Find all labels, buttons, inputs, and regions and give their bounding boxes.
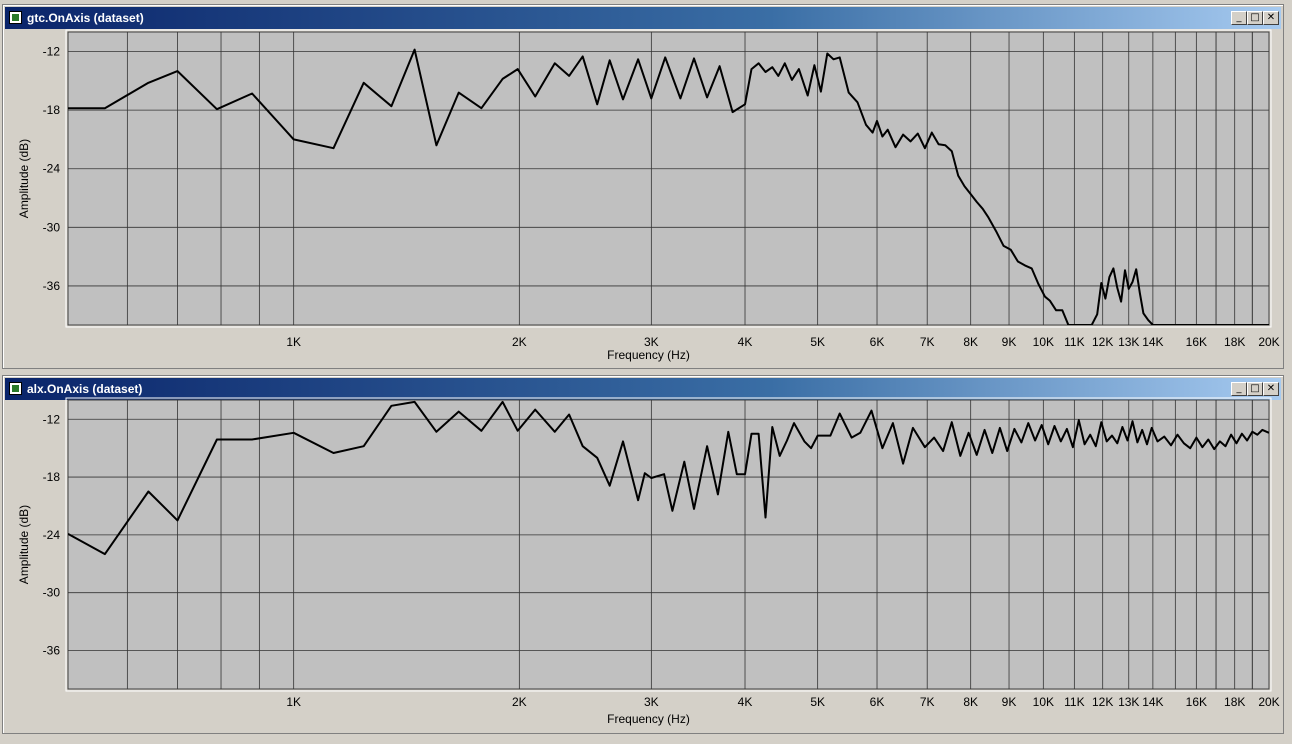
close-icon: ✕ — [1266, 383, 1276, 394]
x-tick-label: 11K — [1064, 695, 1084, 709]
x-tick-label: 8K — [963, 335, 978, 349]
plot-area — [67, 31, 1270, 326]
y-tick-label: -36 — [43, 279, 61, 293]
y-axis-label: Amplitude (dB) — [17, 139, 31, 218]
x-tick-label: 11K — [1064, 335, 1084, 349]
x-tick-label: 16K — [1186, 335, 1207, 349]
x-tick-label: 6K — [870, 335, 885, 349]
close-button[interactable]: ✕ — [1263, 11, 1279, 25]
y-tick-label: -24 — [43, 528, 61, 542]
x-tick-label: 2K — [512, 695, 527, 709]
x-tick-label: 14K — [1142, 695, 1163, 709]
x-tick-label: 2K — [512, 335, 527, 349]
x-axis-label: Frequency (Hz) — [607, 348, 690, 362]
x-tick-label: 4K — [738, 695, 753, 709]
x-tick-label: 9K — [1002, 695, 1017, 709]
window-title: alx.OnAxis (dataset) — [27, 382, 143, 396]
y-tick-label: -12 — [43, 412, 61, 426]
x-tick-label: 5K — [810, 335, 825, 349]
x-tick-label: 10K — [1033, 695, 1054, 709]
window-title: gtc.OnAxis (dataset) — [27, 11, 144, 25]
minimize-button[interactable]: _ — [1231, 382, 1247, 396]
x-tick-label: 16K — [1186, 695, 1207, 709]
x-tick-label: 6K — [870, 695, 885, 709]
window-alx-onaxis[interactable]: alx.OnAxis (dataset) _ □ ✕ -12 -18 -24 -30-… — [2, 375, 1284, 734]
y-tick-label: -30 — [43, 220, 61, 234]
x-tick-label: 10K — [1033, 335, 1054, 349]
series-line — [68, 400, 1269, 556]
y-tick-label: -12 — [43, 45, 61, 59]
title-bar[interactable]: alx.OnAxis (dataset) _ □ ✕ — [5, 378, 1281, 400]
x-tick-label: 4K — [738, 335, 753, 349]
y-tick-label: -24 — [43, 162, 61, 176]
y-tick-label: -36 — [43, 643, 61, 657]
maximize-button[interactable]: □ — [1247, 382, 1263, 396]
x-tick-label: 3K — [644, 695, 659, 709]
x-tick-label: 7K — [920, 335, 935, 349]
x-tick-label: 9K — [1002, 335, 1017, 349]
series-line — [68, 48, 1269, 325]
frequency-response-chart: -12 -18 -24 -30 -36 1K 2K 3K 4K 5K 6K 7K 8K 9K 10K 11K 1… — [17, 397, 1280, 726]
x-axis-label: Frequency (Hz) — [607, 712, 690, 726]
x-tick-label: 8K — [963, 695, 978, 709]
close-icon: ✕ — [1266, 12, 1276, 23]
y-tick-label: -30 — [43, 586, 61, 600]
window-app-icon — [9, 382, 22, 395]
plot-area — [67, 399, 1270, 690]
x-tick-label: 20K — [1258, 695, 1279, 709]
window-gtc-onaxis[interactable]: gtc.OnAxis (dataset) _ □ ✕ -12 -18 -24 -30-… — [2, 4, 1284, 369]
x-tick-label: 12K — [1092, 695, 1113, 709]
x-tick-label: 12K — [1092, 335, 1113, 349]
y-axis-label: Amplitude (dB) — [17, 505, 31, 584]
x-tick-label: 5K — [810, 695, 825, 709]
x-tick-label: 1K — [286, 695, 301, 709]
x-tick-label: 14K — [1142, 335, 1163, 349]
y-tick-label: -18 — [43, 470, 61, 484]
minimize-icon: _ — [1236, 383, 1242, 394]
window-app-icon — [9, 11, 22, 24]
x-tick-label: 7K — [920, 695, 935, 709]
plot-frame — [65, 29, 1272, 328]
minimize-icon: _ — [1236, 12, 1242, 23]
title-bar[interactable]: gtc.OnAxis (dataset) _ □ ✕ — [5, 7, 1281, 29]
maximize-button[interactable]: □ — [1247, 11, 1263, 25]
x-tick-label: 13K — [1118, 335, 1139, 349]
maximize-icon: □ — [1250, 383, 1260, 394]
x-tick-label: 13K — [1118, 695, 1139, 709]
x-tick-label: 18K — [1224, 695, 1245, 709]
x-tick-label: 3K — [644, 335, 659, 349]
x-tick-label: 18K — [1224, 335, 1245, 349]
y-tick-label: -18 — [43, 103, 61, 117]
maximize-icon: □ — [1250, 12, 1260, 23]
frequency-response-chart: -12 -18 -24 -30 -36 1K 2K 3K 4K 5K 6K 7K 8K 9K 10K 11K 1… — [17, 29, 1280, 362]
close-button[interactable]: ✕ — [1263, 382, 1279, 396]
x-tick-label: 20K — [1258, 335, 1279, 349]
x-tick-label: 1K — [286, 335, 301, 349]
plot-frame — [65, 397, 1272, 692]
minimize-button[interactable]: _ — [1231, 11, 1247, 25]
